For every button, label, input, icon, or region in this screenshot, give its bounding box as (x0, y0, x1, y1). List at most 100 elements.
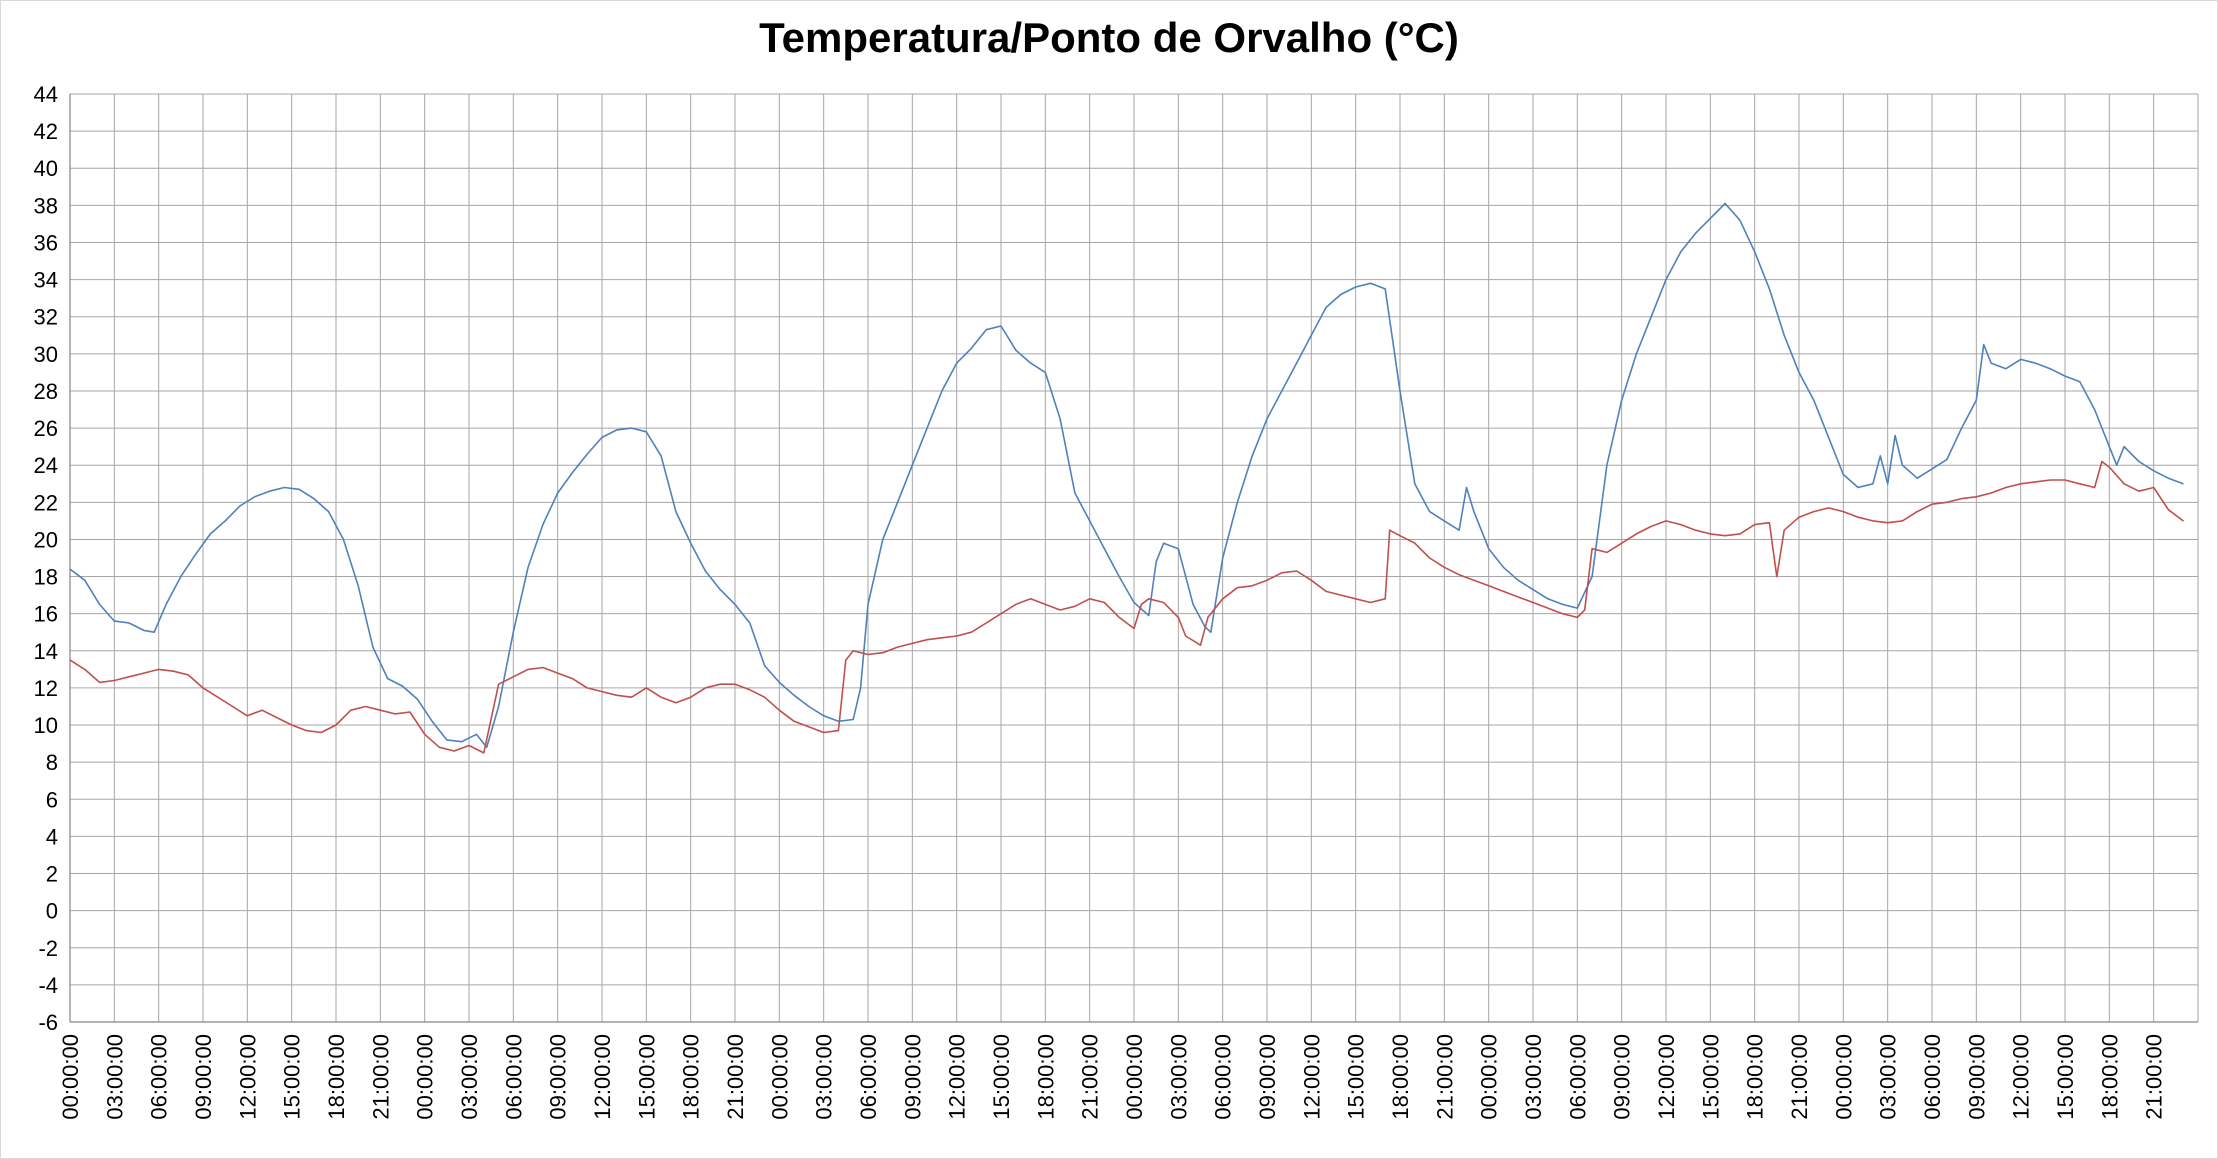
x-tick-label: 09:00:00 (1610, 1034, 1635, 1120)
series-1-point (2116, 464, 2118, 466)
grid-lines (69, 93, 2199, 1023)
series-1-point (99, 603, 101, 606)
series-2-point (1414, 542, 1416, 544)
series-2-point (2182, 520, 2184, 522)
series-2-point (498, 683, 500, 685)
x-tick-label: 03:00:00 (1166, 1034, 1191, 1120)
series-2-point (527, 668, 529, 671)
y-tick-label: 14 (34, 639, 58, 664)
series-1-point (1089, 520, 1091, 522)
series-1-point (1990, 362, 1992, 364)
x-tick-label: 03:00:00 (1876, 1034, 1901, 1120)
x-tick-label: 09:00:00 (191, 1034, 216, 1120)
y-tick-label: 36 (34, 230, 58, 255)
y-axis-ticks: -6-4-20246810121416182022242628303234363… (34, 82, 58, 1035)
series-2-point (586, 687, 588, 689)
series-2-point (837, 730, 840, 732)
series-1-point (1148, 614, 1150, 617)
x-tick-label: 18:00:00 (324, 1034, 349, 1120)
x-tick-label: 21:00:00 (368, 1034, 393, 1120)
series-2-point (99, 681, 101, 684)
series-2-point (2138, 490, 2140, 492)
series-2-point (261, 709, 263, 711)
series-2-point (542, 666, 544, 669)
series-2-point (2079, 483, 2081, 485)
series-2-point (305, 730, 307, 732)
series-1-point (586, 453, 588, 455)
x-tick-label: 21:00:00 (1787, 1034, 1812, 1120)
series-2-point (2094, 486, 2096, 489)
series-2-point (1887, 522, 1889, 524)
series-2-point (84, 668, 86, 671)
series-1-point (2123, 446, 2125, 448)
series-1-point (2182, 483, 2184, 485)
series-2-point (1946, 501, 1948, 503)
y-tick-label: 4 (46, 824, 58, 849)
x-tick-label: 15:00:00 (634, 1034, 659, 1120)
series-2-point (1591, 548, 1593, 550)
x-tick-label: 12:00:00 (1299, 1034, 1324, 1120)
series-1-point (1783, 334, 1785, 336)
y-tick-label: 42 (34, 119, 58, 144)
series-1-point (867, 603, 869, 606)
series-1-point (512, 631, 514, 633)
series-2-point (1576, 616, 1578, 619)
series-2-point (1369, 601, 1371, 604)
series-2-point (882, 652, 884, 654)
series-1-point (897, 501, 899, 503)
series-2-point (1429, 557, 1431, 559)
series-1-point (1296, 362, 1298, 364)
series-2-point (320, 731, 322, 734)
series-1-point (1606, 464, 1608, 466)
series-1-point (431, 720, 433, 722)
series-2-point (2064, 479, 2066, 481)
x-tick-label: 06:00:00 (501, 1034, 526, 1120)
series-1-point (1118, 576, 1120, 578)
series-1-point (2153, 470, 2155, 472)
series-1-point (734, 603, 736, 606)
series-1-point (1015, 349, 1017, 351)
series-1-point (224, 520, 226, 522)
series-2-point (645, 687, 647, 689)
series-1-point (911, 464, 913, 466)
y-tick-label: 28 (34, 379, 58, 404)
series-1-point (601, 436, 603, 438)
series-1-point (1133, 601, 1135, 604)
y-tick-label: 30 (34, 342, 58, 367)
x-tick-label: 09:00:00 (900, 1034, 925, 1120)
series-1-point (749, 622, 751, 624)
y-tick-label: 22 (34, 490, 58, 515)
series-2-point (1768, 522, 1770, 524)
series-2-point (291, 724, 293, 726)
series-2-point (793, 720, 795, 722)
x-tick-label: 00:00:00 (1122, 1034, 1147, 1120)
series-1-point (2020, 358, 2022, 360)
series-2-point (1118, 616, 1120, 619)
series-1-point (1465, 486, 1468, 489)
x-tick-label: 03:00:00 (102, 1034, 127, 1120)
series-1-point (675, 511, 677, 513)
series-1-point (1650, 316, 1652, 318)
series-2-point (734, 683, 736, 685)
y-tick-label: 8 (46, 750, 58, 775)
y-tick-label: 34 (34, 268, 58, 293)
series-1-point (1059, 418, 1061, 420)
series-2-point (845, 659, 847, 661)
series-1-point (1931, 468, 1933, 470)
series-1-point (1355, 286, 1357, 288)
series-1-point (165, 603, 167, 606)
x-tick-label: 00:00:00 (58, 1034, 83, 1120)
series-1-point (970, 347, 973, 349)
series-2-point (601, 691, 603, 693)
series-1-point (1894, 434, 1896, 437)
series-1-point (557, 492, 559, 494)
series-2-point (1310, 579, 1312, 581)
series-2-point (1635, 533, 1637, 535)
series-1-point (764, 665, 766, 667)
series-2-point (956, 635, 958, 637)
series-1-point (268, 490, 271, 492)
x-tick-label: 06:00:00 (1565, 1034, 1590, 1120)
series-1-point (1384, 288, 1386, 290)
series-2-point (217, 696, 219, 698)
